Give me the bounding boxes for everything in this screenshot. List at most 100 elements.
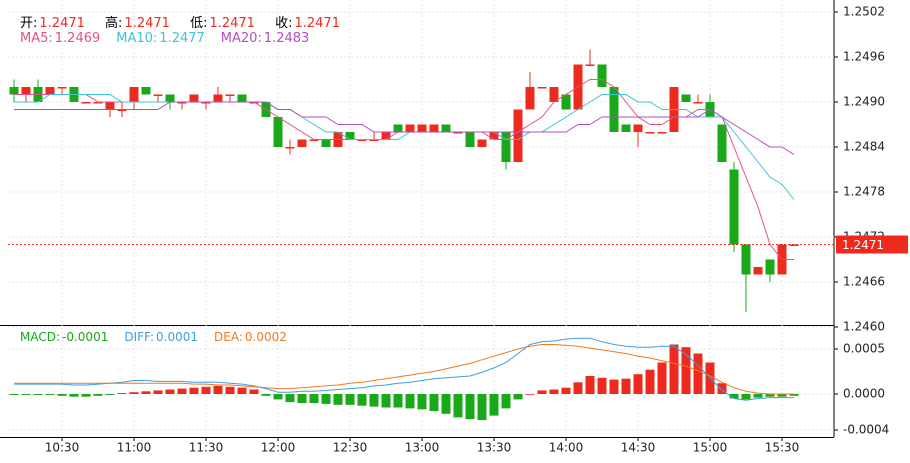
legend-label: MA20: xyxy=(220,31,262,46)
x-tick-label: 15:30 xyxy=(765,441,800,455)
candle-body xyxy=(309,139,319,141)
macd-bar xyxy=(657,362,667,394)
macd-bar xyxy=(693,353,703,394)
macd-bar xyxy=(501,394,511,409)
macd-bar xyxy=(393,394,403,408)
candle-body xyxy=(249,102,259,104)
macd-bar xyxy=(309,394,319,403)
y-tick-label: 1.2496 xyxy=(843,50,885,64)
ohlc-label: 收: xyxy=(275,16,293,31)
macd-bar xyxy=(549,389,559,394)
macd-bar xyxy=(297,394,307,403)
macd-bar xyxy=(369,394,379,407)
candle-body xyxy=(201,102,211,104)
macd-bar xyxy=(21,394,31,395)
macd-bar xyxy=(249,389,259,394)
macd-bar xyxy=(213,385,223,394)
candle-body xyxy=(141,87,151,95)
macd-bar xyxy=(45,394,55,395)
x-tick-label: 11:30 xyxy=(189,441,224,455)
legend-value: 1.2477 xyxy=(159,31,205,46)
candle-body xyxy=(489,132,499,140)
candle-body xyxy=(789,244,799,246)
legend-value: -0.0001 xyxy=(62,330,109,344)
macd-bar xyxy=(225,386,235,394)
candle-body xyxy=(237,94,247,102)
candle-body xyxy=(225,94,235,96)
macd-bar xyxy=(357,394,367,406)
ohlc-header: 开: 1.2471 高: 1.2471 低: 1.2471 收: 1.2471 xyxy=(20,12,342,31)
macd-bar xyxy=(441,394,451,414)
macd-bar xyxy=(165,389,175,394)
macd-bar xyxy=(381,394,391,408)
candle-body xyxy=(45,87,55,95)
candle-body xyxy=(525,87,535,110)
candle-body xyxy=(477,139,487,147)
candle-body xyxy=(189,94,199,102)
indicator-line xyxy=(14,337,794,401)
x-tick-label: 13:30 xyxy=(477,441,512,455)
macd-bar xyxy=(105,394,115,395)
candle-body xyxy=(57,87,67,89)
candle-body xyxy=(393,124,403,132)
last-price-box xyxy=(836,235,908,254)
macd-bar xyxy=(729,394,739,399)
macd-bar xyxy=(453,394,463,418)
macd-bar xyxy=(81,394,91,397)
x-tick-label: 14:30 xyxy=(621,441,656,455)
candle-body xyxy=(153,94,163,96)
candle-body xyxy=(117,109,127,111)
macd-bar xyxy=(777,394,787,397)
macd-bar xyxy=(33,394,43,395)
ohlc-label: 低: xyxy=(190,16,208,31)
x-tick-label: 12:30 xyxy=(333,441,368,455)
candle-body xyxy=(561,94,571,110)
macd-bar xyxy=(465,394,475,420)
candle-body xyxy=(405,124,415,132)
x-tick-label: 10:30 xyxy=(45,441,80,455)
y-tick-label: 1.2460 xyxy=(843,320,885,334)
macd-legend: MACD: -0.0001 DIFF: 0.0001 DEA: 0.0002 xyxy=(20,330,303,344)
macd-bar xyxy=(525,394,535,395)
ohlc-label: 开: xyxy=(20,16,38,31)
candle-body xyxy=(357,139,367,141)
macd-bar xyxy=(189,387,199,394)
candle-body xyxy=(597,64,607,87)
macd-bar xyxy=(129,392,139,394)
candle-body xyxy=(717,124,727,162)
x-tick-label: 13:00 xyxy=(405,441,440,455)
ohlc-value: 1.2471 xyxy=(209,16,255,31)
macd-bar xyxy=(477,394,487,421)
candle-body xyxy=(681,94,691,102)
x-tick-label: 14:00 xyxy=(549,441,584,455)
candle-body xyxy=(645,132,655,134)
macd-bar xyxy=(201,386,211,394)
candle-body xyxy=(273,117,283,147)
macd-bar xyxy=(789,394,799,396)
ma-line xyxy=(14,101,795,155)
macd-bar xyxy=(669,344,679,394)
macd-bar xyxy=(597,377,607,394)
candle-body xyxy=(81,102,91,104)
indicator-line xyxy=(14,344,794,395)
macd-bar xyxy=(753,394,763,398)
candle-body xyxy=(321,139,331,147)
ohlc-value: 1.2471 xyxy=(124,16,170,31)
macd-bar xyxy=(585,376,595,394)
y-tick-label: 1.2484 xyxy=(843,140,885,154)
candle-body xyxy=(621,124,631,132)
candle-body xyxy=(693,102,703,104)
macd-bar xyxy=(537,390,547,394)
candle-body xyxy=(501,132,511,162)
macd-bar xyxy=(237,387,247,394)
y-tick-label: 1.2466 xyxy=(843,275,885,289)
macd-bar xyxy=(717,383,727,394)
candle-body xyxy=(369,139,379,141)
candle-body xyxy=(213,94,223,102)
candle-body xyxy=(765,259,775,275)
macd-bar xyxy=(261,394,271,396)
y-tick-label: 1.2502 xyxy=(843,5,885,19)
candle-body xyxy=(345,132,355,140)
macd-bar xyxy=(429,394,439,412)
candle-body xyxy=(537,87,547,89)
